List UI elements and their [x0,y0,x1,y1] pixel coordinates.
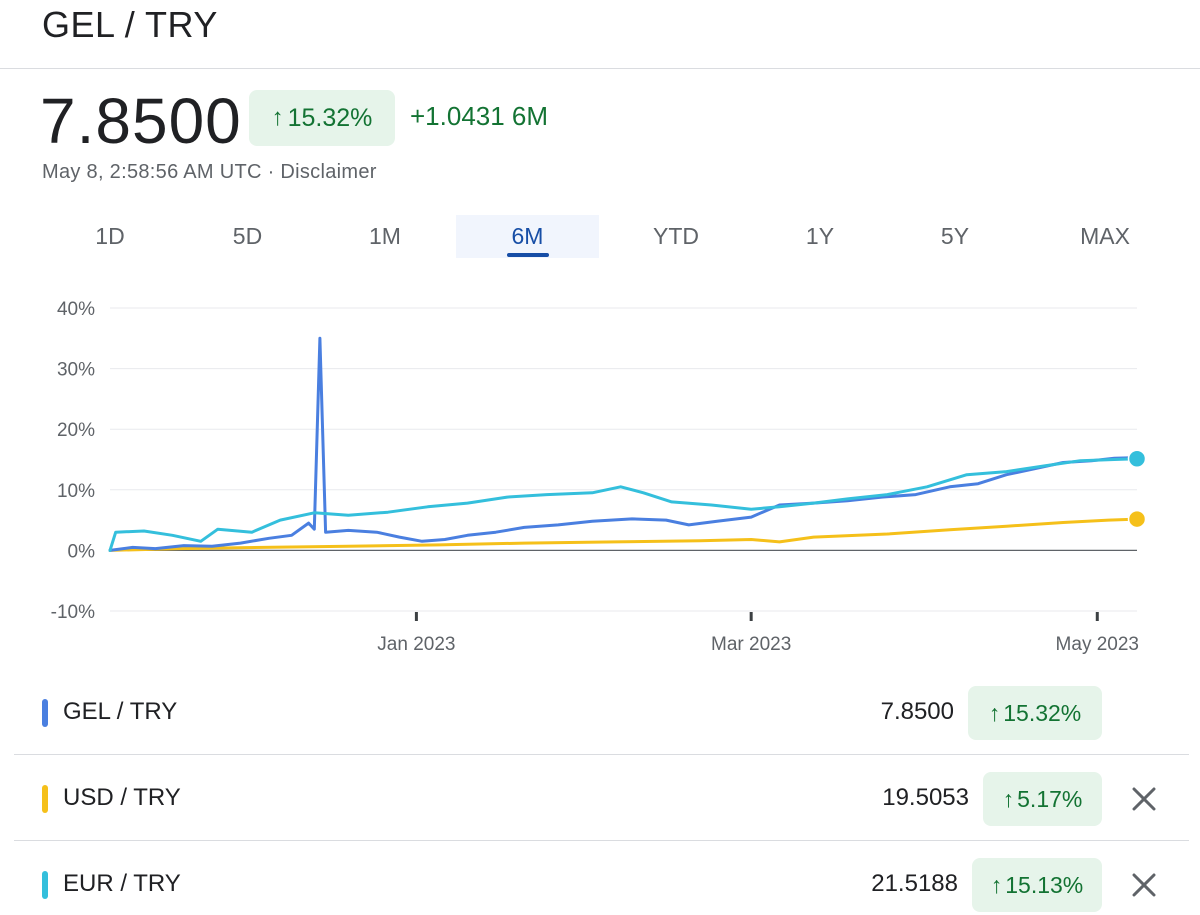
range-tabs: 1D 5D 1M 6M YTD 1Y 5Y MAX [40,215,1200,258]
y-tick-label: 20% [57,420,95,441]
pair-name: EUR / TRY [63,870,181,897]
comparison-row[interactable]: GEL / TRY 7.8500 ↑ 15.32% [14,670,1189,755]
y-tick-label: 0% [68,541,96,562]
series-swatch [42,699,48,727]
pair-change-badge: ↑ 5.17% [983,772,1102,826]
tab-1y[interactable]: 1Y [750,215,890,258]
tab-ytd[interactable]: YTD [605,215,747,258]
tab-label: 5Y [940,223,970,249]
tab-label: YTD [653,223,699,249]
chart-svg: 40% 30% 20% 10% 0% -10% Jan 2023 Mar 2023 May 20… [51,299,1147,655]
series-endpoint [1127,509,1147,529]
arrow-up-icon: ↑ [1002,785,1015,812]
series-line [108,517,1139,552]
y-tick-label: 40% [57,299,95,320]
tab-label: 6M [511,223,544,249]
close-icon[interactable] [1129,870,1159,900]
arrow-up-icon: ↑ [990,871,1003,898]
pair-value: 7.8500 [880,698,954,725]
series-swatch [42,871,48,899]
tab-5d[interactable]: 5D [180,215,315,258]
page-title: GEL / TRY [42,4,218,45]
close-icon[interactable] [1129,784,1159,814]
pair-change-value: 5.17% [1017,785,1083,812]
change-percent-badge: ↑ 15.32% [249,90,395,146]
change-percent-value: 15.32% [287,103,373,132]
y-tick-label: 10% [57,481,95,502]
row-divider [14,754,1189,755]
x-tick-label: May 2023 [1056,634,1139,655]
pair-change-value: 15.13% [1005,871,1084,898]
pair-name: USD / TRY [63,784,181,811]
comparison-row[interactable]: USD / TRY 19.5053 ↑ 5.17% [14,756,1189,841]
tab-label: MAX [1080,223,1130,249]
title-divider [0,68,1200,69]
y-tick-label: -10% [51,602,95,623]
pair-change-badge: ↑ 15.32% [968,686,1102,740]
timestamp-disclaimer[interactable]: May 8, 2:58:56 AM UTC · Disclaimer [42,161,377,183]
series-line [108,457,1139,552]
pair-value: 19.5053 [882,784,969,811]
tab-label: 1M [369,223,401,249]
series-swatch [42,785,48,813]
tab-label: 1Y [805,223,835,249]
tab-label: 5D [232,223,263,249]
active-tab-indicator [506,253,549,257]
pair-value: 21.5188 [871,870,958,897]
series-endpoint [1127,449,1147,468]
tab-5y[interactable]: 5Y [885,215,1025,258]
x-tick-label: Mar 2023 [711,634,791,655]
comparison-chart[interactable]: 40% 30% 20% 10% 0% -10% Jan 2023 Mar 2023 May 20… [0,280,1200,660]
pair-change-value: 15.32% [1003,699,1082,726]
tab-label: 1D [95,223,125,249]
y-tick-label: 30% [57,360,95,381]
tab-1m[interactable]: 1M [315,215,455,258]
row-divider [14,840,1189,841]
pair-change-badge: ↑ 15.13% [972,858,1102,912]
tab-1d[interactable]: 1D [40,215,180,258]
arrow-up-icon: ↑ [271,104,284,131]
series-line [108,336,1139,552]
comparison-row[interactable]: EUR / TRY 21.5188 ↑ 15.13% [14,842,1189,915]
pair-name: GEL / TRY [63,698,178,725]
absolute-change: +1.0431 6M [410,101,549,131]
arrow-up-icon: ↑ [988,699,1001,726]
tab-6m[interactable]: 6M [456,215,599,258]
x-tick-label: Jan 2023 [377,634,455,655]
current-price: 7.8500 [40,85,242,157]
tab-max[interactable]: MAX [1035,215,1175,258]
